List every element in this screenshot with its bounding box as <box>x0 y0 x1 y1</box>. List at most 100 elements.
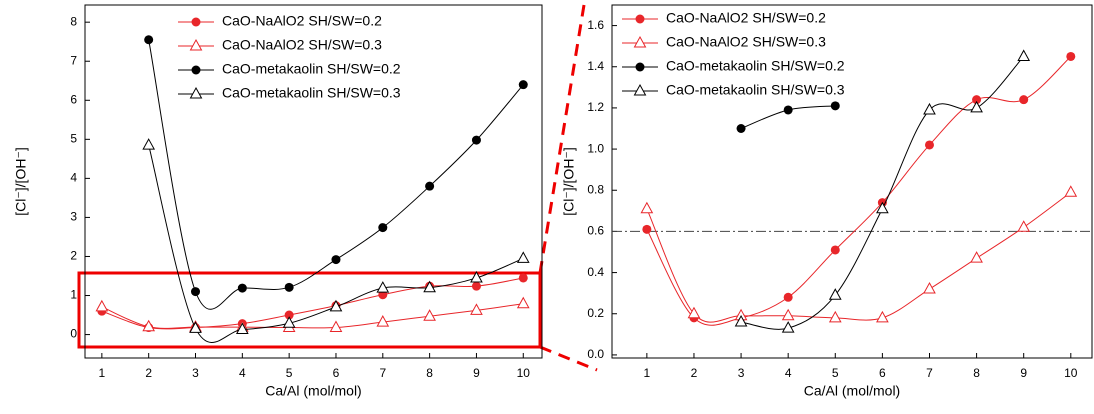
point <box>516 251 530 263</box>
x-tick-label: 1 <box>99 366 106 380</box>
y-tick-label: 0 <box>70 327 77 341</box>
point <box>329 320 343 333</box>
x-tick-label: 10 <box>1064 366 1078 380</box>
x-tick-label: 10 <box>517 366 531 380</box>
legend-marker <box>633 35 647 48</box>
y-tick-label: 1.2 <box>587 100 604 114</box>
x-tick-label: 6 <box>879 366 886 380</box>
plot-frame <box>611 4 1093 359</box>
point <box>1017 49 1031 61</box>
point <box>331 255 341 265</box>
legend-marker <box>635 14 645 24</box>
x-tick-label: 2 <box>691 366 698 380</box>
y-tick-label: 6 <box>70 92 77 106</box>
x-axis-label: Ca/Al (mol/mol) <box>804 383 900 399</box>
y-tick-label: 1 <box>70 288 77 302</box>
point <box>1066 51 1076 61</box>
x-tick-label: 9 <box>473 366 480 380</box>
x-tick-label: 3 <box>192 366 199 380</box>
point <box>736 123 746 133</box>
point <box>144 35 154 45</box>
point <box>423 280 436 293</box>
x-tick-label: 3 <box>738 366 745 380</box>
x-tick-label: 2 <box>145 366 152 380</box>
zoom-box <box>77 271 542 349</box>
point <box>376 315 390 327</box>
legend-label: CaO-NaAlO2 SH/SW=0.2 <box>222 13 382 29</box>
point <box>284 282 294 292</box>
zoom-connector <box>538 4 586 274</box>
point <box>237 283 247 293</box>
y-tick-label: 3 <box>70 210 77 224</box>
y-tick-label: 1.4 <box>587 59 604 73</box>
point <box>470 270 483 283</box>
y-tick-label: 0.4 <box>587 265 604 279</box>
legend-label: CaO-metakaolin SH/SW=0.2 <box>666 58 845 74</box>
y-axis-label: [Cl⁻]/[OH⁻] <box>13 147 29 215</box>
x-tick-label: 1 <box>644 366 651 380</box>
y-tick-label: 0.2 <box>587 306 604 320</box>
point <box>923 102 936 115</box>
point <box>1064 185 1078 197</box>
y-tick-label: 8 <box>70 14 77 28</box>
x-tick-label: 7 <box>379 366 386 380</box>
point <box>783 292 793 302</box>
x-tick-label: 4 <box>239 366 246 380</box>
point <box>642 224 652 234</box>
series-line <box>101 303 524 329</box>
y-tick-label: 0.0 <box>587 347 604 361</box>
x-tick-label: 8 <box>426 366 433 380</box>
x-tick-label: 5 <box>286 366 293 380</box>
point <box>830 101 840 111</box>
point <box>828 310 842 323</box>
point <box>923 282 936 294</box>
point <box>518 273 528 283</box>
y-tick-label: 4 <box>70 171 77 185</box>
legend-marker <box>189 86 203 99</box>
point <box>876 310 889 323</box>
point <box>970 251 983 263</box>
point <box>282 316 296 328</box>
legend-label: CaO-NaAlO2 SH/SW=0.3 <box>666 34 826 50</box>
y-tick-label: 5 <box>70 131 77 145</box>
x-tick-label: 4 <box>785 366 792 380</box>
y-tick-label: 1.0 <box>587 141 604 155</box>
point <box>734 314 748 327</box>
point <box>378 223 388 233</box>
point <box>142 138 156 150</box>
point <box>425 181 435 191</box>
point <box>191 287 201 297</box>
point <box>781 321 795 333</box>
series-line <box>101 277 524 330</box>
point <box>470 303 483 315</box>
point <box>142 319 156 332</box>
series-line <box>646 56 1072 326</box>
point <box>471 281 481 291</box>
legend-label: CaO-metakaolin SH/SW=0.3 <box>222 85 401 101</box>
point <box>924 140 934 150</box>
zoom-connector <box>539 345 598 372</box>
legend-marker <box>635 62 645 72</box>
legend-label: CaO-metakaolin SH/SW=0.2 <box>222 61 401 77</box>
point <box>376 281 390 293</box>
legend-marker <box>189 38 203 51</box>
x-axis-label: Ca/Al (mol/mol) <box>265 383 361 399</box>
point <box>970 100 983 113</box>
point <box>783 105 793 115</box>
point <box>876 201 889 214</box>
plot-frame <box>84 4 543 359</box>
series-line <box>148 39 524 310</box>
legend-marker <box>633 83 647 96</box>
legend-marker <box>191 17 201 27</box>
point <box>1019 95 1029 105</box>
legend-label: CaO-NaAlO2 SH/SW=0.3 <box>222 37 382 53</box>
point <box>423 309 436 321</box>
point <box>516 296 530 309</box>
y-axis-label: [Cl⁻]/[OH⁻] <box>561 147 577 215</box>
y-tick-label: 0.6 <box>587 224 604 238</box>
x-tick-label: 9 <box>1020 366 1027 380</box>
legend-label: CaO-metakaolin SH/SW=0.3 <box>666 82 845 98</box>
point <box>972 95 982 105</box>
series-line <box>646 191 1072 323</box>
point <box>781 308 795 321</box>
